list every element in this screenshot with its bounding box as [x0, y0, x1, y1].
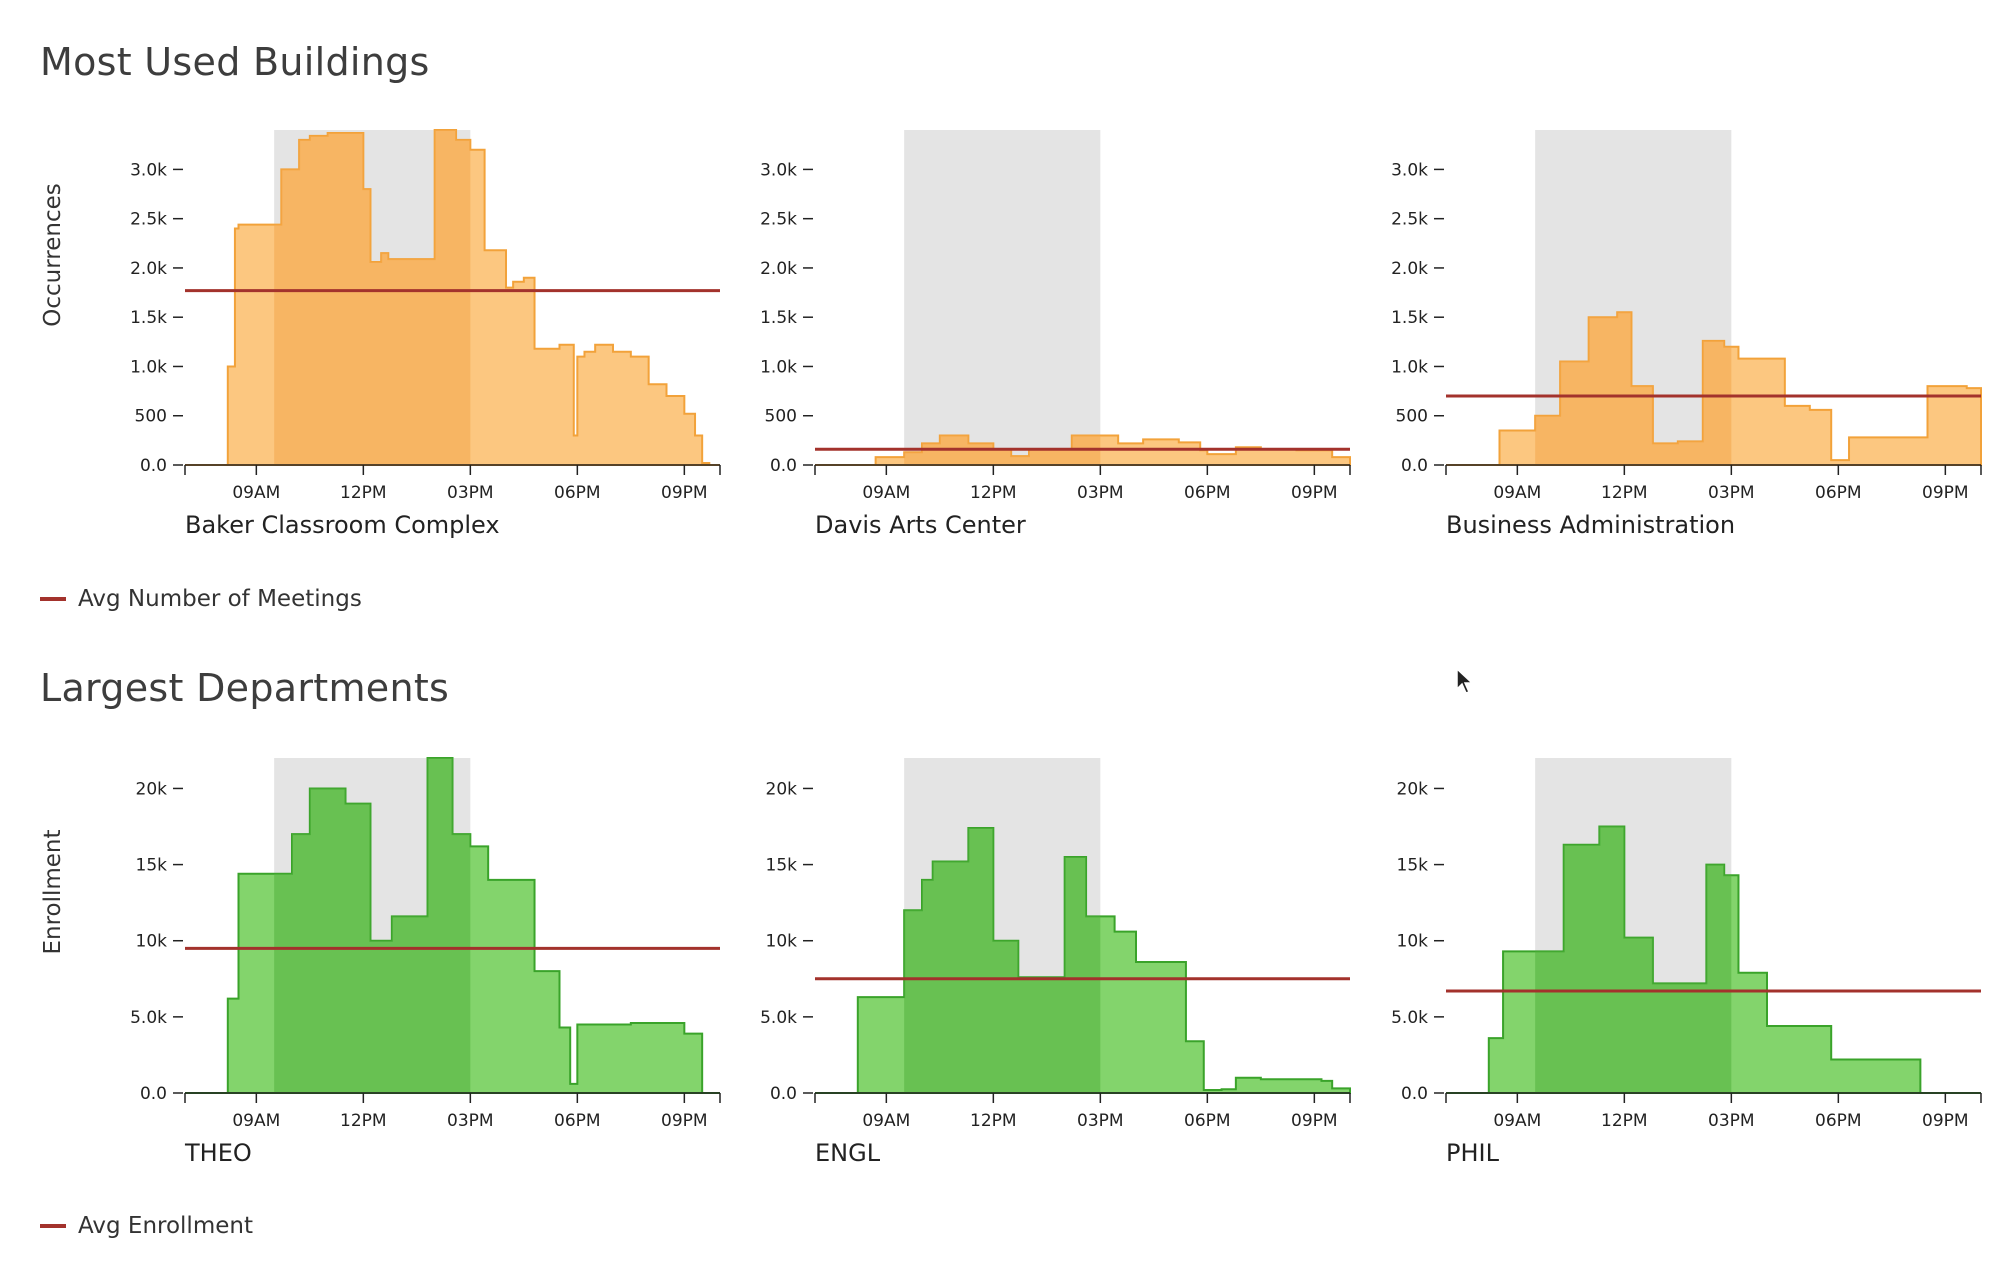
x-tick-label: 09AM: [862, 1111, 910, 1131]
series-area-core: [1535, 312, 1732, 465]
chart-theo: 0.0 5.0k 10k 15k 20k 09AM 12PM 03PM 06PM 09PM THEO: [130, 757, 721, 1167]
x-tick-label: 09AM: [862, 483, 910, 503]
x-tick-label: 03PM: [1708, 1111, 1755, 1131]
y-tick-label: 0.0: [140, 1084, 167, 1104]
y-tick-label: 1.5k: [760, 308, 797, 328]
y-tick-label: 15k: [766, 856, 798, 876]
y-tick-label: 2.5k: [760, 210, 797, 230]
chart-davis-arts-center: 0.0 500 1.0k 1.5k 2.0k 2.5k 3.0k 09AM 12PM 03PM 06…: [760, 130, 1351, 539]
y-tick-label: 20k: [766, 779, 798, 799]
mouse-cursor-icon: [1456, 667, 1474, 694]
y-tick-label: 2.0k: [130, 259, 167, 279]
x-tick-label: 06PM: [1184, 1111, 1231, 1131]
y-tick-label: 5.0k: [130, 1008, 167, 1028]
y-tick-label: 10k: [766, 932, 798, 952]
y-tick-label: 2.5k: [130, 210, 167, 230]
x-tick-label: 12PM: [970, 1111, 1017, 1131]
legend-line-icon: [40, 597, 66, 601]
chart-title: Business Administration: [1446, 511, 1735, 539]
y-tick-label: 1.0k: [130, 357, 167, 377]
section-title-departments: Largest Departments: [40, 666, 450, 710]
legend-label: Avg Enrollment: [78, 1213, 253, 1239]
x-tick-label: 12PM: [970, 483, 1017, 503]
x-tick-label: 09PM: [1922, 1111, 1969, 1131]
y-tick-label: 20k: [1397, 779, 1429, 799]
x-tick-label: 09PM: [1922, 483, 1969, 503]
x-tick-label: 12PM: [340, 483, 387, 503]
x-tick-label: 09AM: [232, 1111, 280, 1131]
chart-title: Baker Classroom Complex: [185, 511, 500, 539]
y-tick-label: 15k: [136, 856, 168, 876]
x-tick-label: 09PM: [1291, 483, 1338, 503]
x-tick-label: 06PM: [554, 1111, 601, 1131]
y-tick-label: 0.0: [140, 456, 167, 476]
x-tick-label: 06PM: [554, 483, 601, 503]
y-tick-label: 0.0: [770, 1084, 797, 1104]
y-tick-label: 3.0k: [1391, 160, 1428, 180]
x-tick-label: 03PM: [1708, 483, 1755, 503]
chart-title: ENGL: [815, 1139, 881, 1167]
x-tick-label: 06PM: [1184, 483, 1231, 503]
chart-title: Davis Arts Center: [815, 511, 1026, 539]
chart-business-administration: 0.0 500 1.0k 1.5k 2.0k 2.5k 3.0k 09AM 12PM 03PM 06…: [1391, 130, 1982, 539]
chart-baker-classroom-complex: 0.0 500 1.0k 1.5k 2.0k 2.5k 3.0k 09AM 12PM 03PM 06…: [130, 129, 721, 539]
chart-phil: 0.0 5.0k 10k 15k 20k 09AM 12PM 03PM 06PM 09PM PHIL: [1391, 758, 1982, 1167]
chart-title: PHIL: [1446, 1139, 1500, 1167]
y-tick-label: 1.0k: [760, 357, 797, 377]
y-tick-label: 20k: [136, 779, 168, 799]
x-tick-label: 09PM: [661, 483, 708, 503]
series-area-core: [274, 130, 471, 465]
y-tick-label: 1.0k: [1391, 357, 1428, 377]
legend-departments: Avg Enrollment: [40, 1213, 253, 1239]
x-tick-label: 03PM: [1077, 483, 1124, 503]
y-tick-label: 2.0k: [760, 259, 797, 279]
x-tick-label: 12PM: [1601, 483, 1648, 503]
x-tick-label: 12PM: [1601, 1111, 1648, 1131]
y-tick-label: 1.5k: [130, 308, 167, 328]
y-tick-label: 15k: [1397, 856, 1429, 876]
y-tick-label: 0.0: [1401, 1084, 1428, 1104]
y-tick-label: 2.0k: [1391, 259, 1428, 279]
y-tick-label: 5.0k: [1391, 1008, 1428, 1028]
legend-buildings: Avg Number of Meetings: [40, 586, 362, 612]
legend-label: Avg Number of Meetings: [78, 586, 362, 612]
series-area-core: [1535, 826, 1732, 1093]
x-tick-label: 03PM: [447, 1111, 494, 1131]
y-tick-label: 2.5k: [1391, 210, 1428, 230]
x-tick-label: 09PM: [1291, 1111, 1338, 1131]
y-tick-label: 1.5k: [1391, 308, 1428, 328]
x-tick-label: 09AM: [1493, 1111, 1541, 1131]
y-tick-label: 3.0k: [760, 160, 797, 180]
x-tick-label: 12PM: [340, 1111, 387, 1131]
core-hours-band: [904, 130, 1101, 465]
x-tick-label: 09PM: [661, 1111, 708, 1131]
x-tick-label: 06PM: [1815, 1111, 1862, 1131]
y-tick-label: 500: [1396, 407, 1428, 427]
y-tick-label: 5.0k: [760, 1008, 797, 1028]
chart-title: THEO: [184, 1139, 252, 1167]
x-tick-label: 06PM: [1815, 483, 1862, 503]
x-tick-label: 03PM: [1077, 1111, 1124, 1131]
series-area-core: [904, 828, 1101, 1093]
y-tick-label: 500: [765, 407, 797, 427]
series-area-core: [274, 758, 471, 1093]
x-tick-label: 03PM: [447, 483, 494, 503]
y-axis-title-buildings: Occurrences: [40, 183, 66, 326]
x-tick-label: 09AM: [1493, 483, 1541, 503]
y-tick-label: 500: [135, 407, 167, 427]
y-tick-label: 3.0k: [130, 160, 167, 180]
section-title-buildings: Most Used Buildings: [40, 40, 430, 84]
y-tick-label: 10k: [1397, 932, 1429, 952]
chart-engl: 0.0 5.0k 10k 15k 20k 09AM 12PM 03PM 06PM 09PM ENGL: [760, 758, 1351, 1167]
x-tick-label: 09AM: [232, 483, 280, 503]
y-tick-label: 0.0: [770, 456, 797, 476]
y-tick-label: 0.0: [1401, 456, 1428, 476]
legend-line-icon: [40, 1224, 66, 1228]
y-tick-label: 10k: [136, 932, 168, 952]
y-axis-title-departments: Enrollment: [40, 829, 66, 954]
